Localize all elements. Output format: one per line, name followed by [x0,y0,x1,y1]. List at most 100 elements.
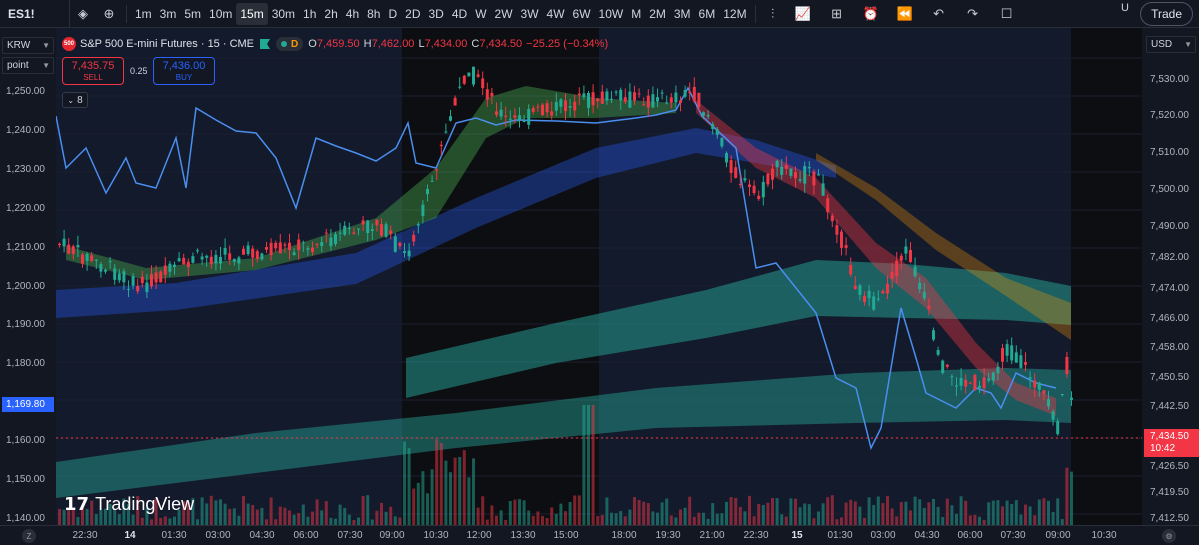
candle-body [587,92,590,108]
volume-bar [398,517,402,525]
usd-currency-select[interactable]: USD ▼ [1146,36,1196,53]
interval-button-6w[interactable]: 6W [572,6,591,21]
interval-button-30m[interactable]: 30m [271,6,296,21]
candle-body [159,271,163,283]
chart-canvas[interactable] [55,28,1142,525]
volume-bar [99,509,103,525]
time-axis-label: 15 [791,530,803,541]
interval-button-3w[interactable]: 3W [520,6,539,21]
volume-bar [660,502,664,525]
interval-button-4h[interactable]: 4h [345,6,360,21]
interval-button-2m[interactable]: 2M [649,6,666,21]
unit-select[interactable]: point ▼ [2,57,54,74]
volume-bar [872,505,876,525]
volume-bar [798,507,802,525]
add-symbol-icon[interactable]: ⊕ [103,5,115,21]
interval-button-d[interactable]: D [388,6,398,21]
chevron-down-icon: ▼ [42,61,50,70]
candle-body [435,169,439,171]
interval-button-15m[interactable]: 15m [236,2,268,25]
interval-button-5m[interactable]: 5m [184,6,202,21]
volume-bar [541,515,544,525]
layout-grid-icon[interactable]: ⊞ [831,5,843,21]
bar-countdown: 10:42 [1150,443,1176,454]
chevron-down-icon: ⌄ [67,95,75,105]
candle-body [761,181,765,198]
undo-icon[interactable]: ↶ [933,5,945,21]
time-axis-label: 10:30 [1091,530,1117,541]
candle-body [619,89,623,101]
volume-bar [269,497,273,525]
candle-body [964,379,968,387]
trade-button[interactable]: Trade [1140,2,1193,26]
sell-button[interactable]: 7,435.75 SELL [62,57,124,85]
buy-button[interactable]: 7,436.00 BUY [153,57,215,85]
indicator-collapse-button[interactable]: ⌄ 8 [62,92,88,108]
left-price-axis[interactable]: KRW ▼ point ▼ 1,250.00 1,240.00 1,230.00 1,22… [0,28,56,525]
candle-body [200,256,204,260]
price-chart[interactable] [55,28,1142,525]
interval-button-10m[interactable]: 10m [209,6,233,21]
interval-button-2d[interactable]: 2D [405,6,421,21]
candle-body [504,115,508,117]
alert-icon[interactable]: ⏰ [862,5,879,21]
candle-body [996,366,1000,374]
krw-axis-tick: 1,190.00 [6,319,45,330]
flag-icon[interactable] [260,39,271,49]
volume-bar [136,496,140,525]
open-value: 7,459.50 [316,38,360,50]
candle-body [826,198,830,213]
replay-icon[interactable]: ⏪ [896,5,913,21]
time-axis-label: 01:30 [161,530,187,541]
interval-button-6m[interactable]: 6M [698,6,716,21]
interval-button-10w[interactable]: 10W [598,6,624,21]
interval-button-2h[interactable]: 2h [324,6,338,21]
volume-bar [154,498,158,525]
candle-body [918,282,922,290]
volume-bar [375,510,379,525]
interval-button-8h[interactable]: 8h [367,6,381,21]
timezone-icon[interactable]: Z [22,529,36,543]
volume-bar [927,502,931,525]
candle-body [858,285,862,295]
interval-button-m[interactable]: M [631,6,642,21]
volume-bar [817,511,820,525]
candle-body [278,242,282,254]
symbol-title[interactable]: S&P 500 E-mini Futures · 15 · CME [80,38,255,50]
interval-button-12m[interactable]: 12M [723,6,747,21]
candle-body [559,99,563,107]
candle-type-icon[interactable]: ⫶ [770,5,775,21]
volume-bar [835,519,839,525]
compare-icon[interactable]: ◈ [78,5,88,21]
time-axis[interactable]: Z 22:30 14 01:30 03:00 04:30 06:00 07:30 09:00 1… [0,525,1199,545]
candle-body [522,120,526,122]
krw-axis-tick: 1,220.00 [6,203,45,214]
interval-button-w[interactable]: W [475,6,487,21]
candle-body [467,72,471,77]
interval-button-3m[interactable]: 3m [159,6,177,21]
market-status-pill[interactable]: D [276,37,304,51]
interval-button-1h[interactable]: 1h [303,6,317,21]
symbol-search-button[interactable]: ES1! [0,0,70,28]
candle-body [329,237,333,247]
candle-body [255,251,259,259]
redo-icon[interactable]: ↷ [967,5,979,21]
interval-button-2w[interactable]: 2W [494,6,513,21]
interval-button-4w[interactable]: 4W [546,6,565,21]
time-axis-label: 19:30 [655,530,681,541]
interval-button-4d[interactable]: 4D [451,6,468,21]
indicators-icon[interactable]: 📈 [794,5,811,21]
time-axis-label: 13:30 [510,530,536,541]
candle-body [899,255,903,261]
interval-button-3m[interactable]: 3M [673,6,691,21]
currency-select[interactable]: KRW ▼ [2,37,54,54]
symbol-label: ES1! [8,6,35,21]
candle-body [968,382,972,384]
fullscreen-icon[interactable]: ☐ [1000,5,1013,21]
interval-button-3d[interactable]: 3D [428,6,444,21]
settings-gear-icon[interactable]: ⚙ [1162,529,1176,543]
volume-bar [122,498,126,525]
volume-bar [1028,506,1032,525]
right-price-axis[interactable]: USD ▼ 7,530.00 7,520.00 7,510.00 7,500.00 7,4… [1142,28,1199,525]
interval-button-1m[interactable]: 1m [135,6,152,21]
